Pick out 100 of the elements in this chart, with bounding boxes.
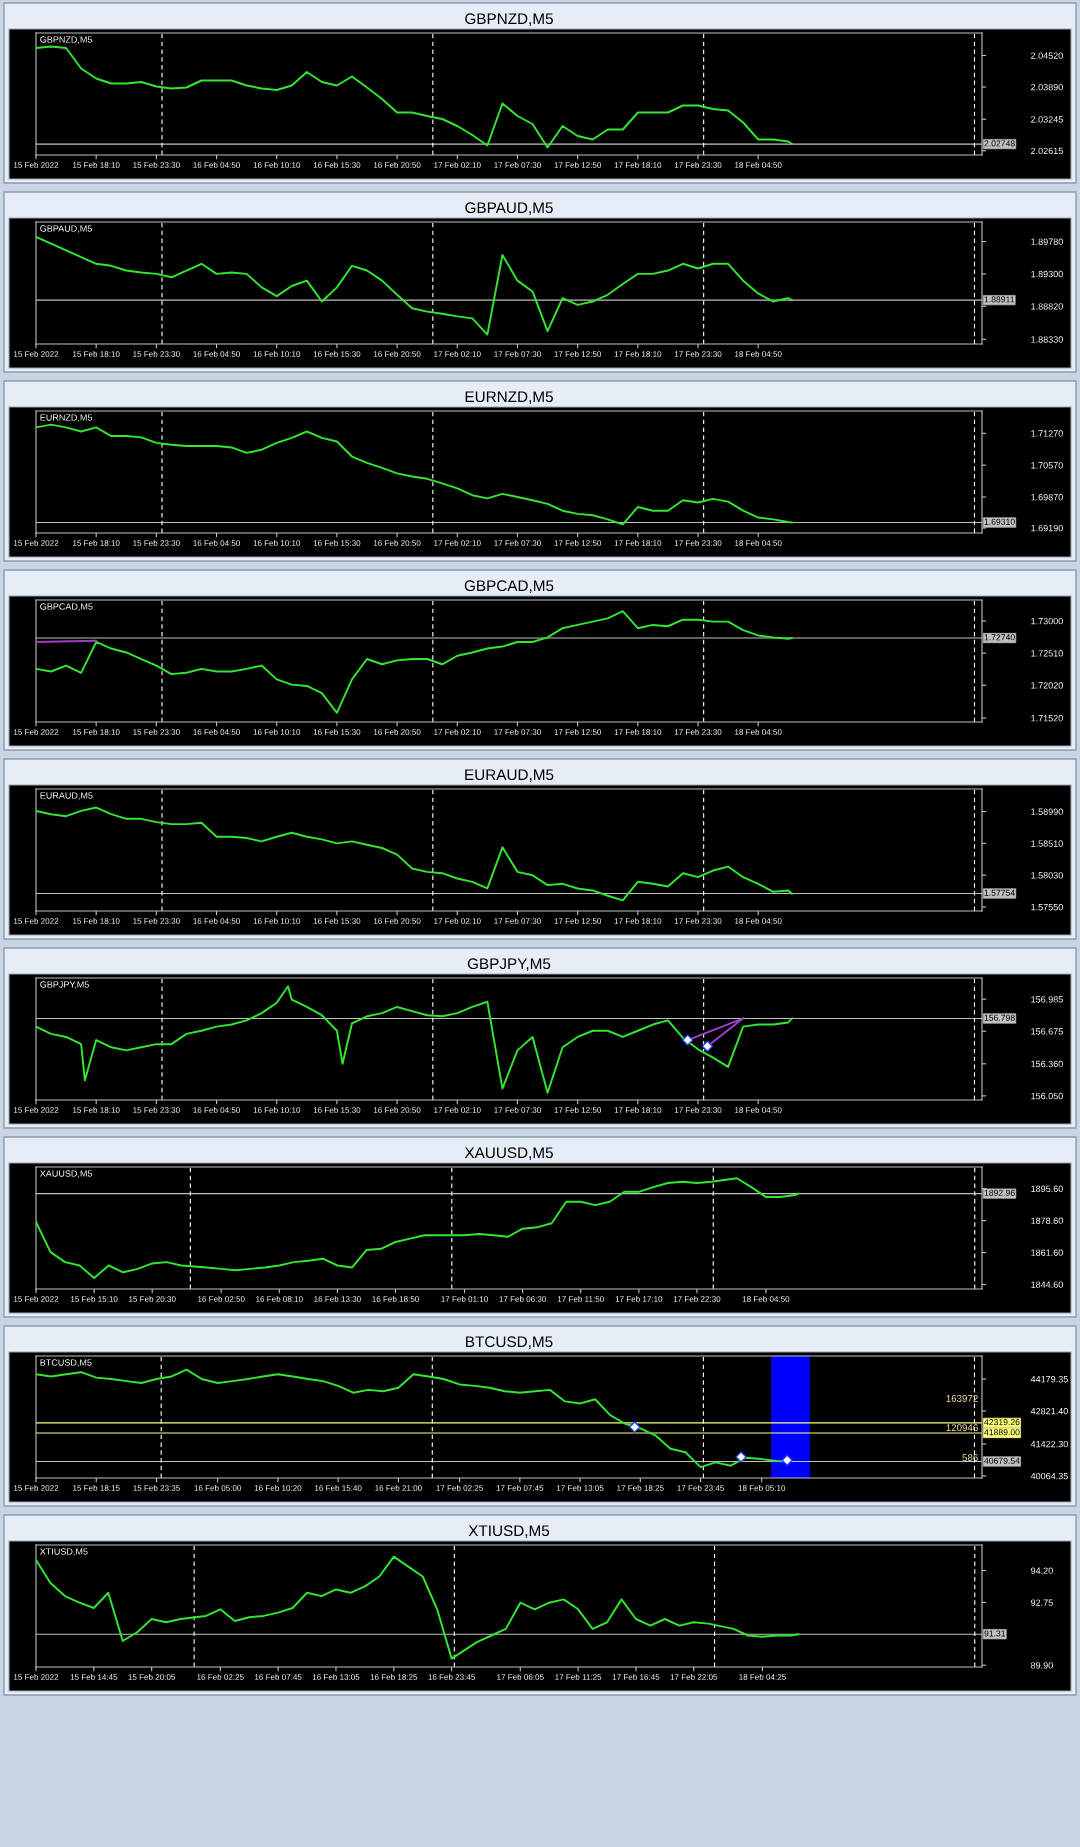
- x-tick-label: 16 Feb 04:50: [193, 728, 240, 735]
- y-tick-label: 156.360: [1031, 1060, 1063, 1068]
- x-tick-label: 18 Feb 04:25: [739, 1673, 786, 1680]
- x-tick-label: 17 Feb 06:30: [499, 1295, 547, 1302]
- x-tick-label: 16 Feb 20:50: [373, 917, 421, 924]
- y-tick-label: 1.58990: [1031, 808, 1063, 815]
- y-tick-label: 1.57550: [1031, 903, 1063, 911]
- annotation: XTIUSD,M5: [39, 1548, 88, 1556]
- x-tick-label: 17 Feb 02:10: [434, 161, 481, 168]
- x-tick-label: 15 Feb 18:10: [73, 728, 120, 735]
- y-tick-label: 156.050: [1031, 1092, 1063, 1100]
- x-tick-label: 18 Feb 04:50: [742, 1295, 790, 1302]
- y-tick-label: 1.71270: [1031, 430, 1063, 437]
- x-tick-label: 15 Feb 2022: [14, 161, 59, 168]
- x-tick-label: 17 Feb 23:30: [674, 1106, 722, 1113]
- x-tick-label: 15 Feb 23:30: [133, 161, 180, 168]
- x-tick-label: 16 Feb 10:10: [253, 728, 301, 735]
- x-tick-label: 15 Feb 18:15: [73, 1484, 120, 1491]
- y-tick-label: 1.69190: [1031, 524, 1063, 532]
- x-tick-label: 18 Feb 04:50: [735, 539, 782, 546]
- x-tick-label: 17 Feb 02:10: [434, 539, 481, 546]
- x-tick-label: 17 Feb 23:30: [674, 728, 722, 735]
- x-tick-label: 16 Feb 15:30: [313, 917, 361, 924]
- x-tick-label: 17 Feb 12:50: [554, 539, 602, 546]
- x-tick-label: 15 Feb 2022: [14, 1673, 59, 1680]
- y-tick-label: 89.90: [1031, 1662, 1053, 1669]
- x-tick-label: 17 Feb 07:45: [496, 1484, 544, 1491]
- x-tick-label: 17 Feb 23:30: [674, 917, 722, 924]
- x-tick-label: 16 Feb 04:50: [193, 350, 240, 357]
- x-tick-label: 16 Feb 04:50: [193, 161, 240, 168]
- x-tick-label: 17 Feb 16:45: [612, 1673, 660, 1680]
- x-tick-label: 17 Feb 07:30: [494, 161, 541, 168]
- x-tick-label: 16 Feb 10:10: [253, 1106, 301, 1113]
- x-tick-label: 17 Feb 07:30: [494, 350, 541, 357]
- x-tick-label: 17 Feb 11:50: [557, 1295, 604, 1302]
- x-tick-label: 15 Feb 2022: [14, 1106, 59, 1113]
- x-tick-label: 17 Feb 12:50: [554, 728, 602, 735]
- y-tick-label: 156.985: [1031, 996, 1063, 1003]
- x-tick-label: 17 Feb 12:50: [554, 350, 602, 357]
- x-tick-label: 16 Feb 04:50: [193, 1106, 240, 1113]
- x-tick-label: 15 Feb 23:30: [133, 539, 180, 546]
- x-tick-label: 18 Feb 04:50: [735, 728, 782, 735]
- ref-line-label: 1892.96: [984, 1189, 1015, 1196]
- x-tick-label: 15 Feb 20:30: [129, 1295, 176, 1302]
- annotation: GBPNZD,M5: [40, 36, 93, 44]
- x-tick-label: 16 Feb 13:05: [312, 1673, 360, 1680]
- x-tick-label: 17 Feb 07:30: [494, 728, 541, 735]
- x-tick-label: 15 Feb 2022: [14, 917, 59, 924]
- y-tick-label: 1.89780: [1031, 238, 1063, 245]
- y-tick-label: 94.20: [1031, 1567, 1053, 1574]
- y-tick-label: 1.70570: [1031, 462, 1063, 469]
- x-tick-label: 16 Feb 10:10: [253, 917, 301, 924]
- y-tick-label: 1.72020: [1031, 682, 1063, 689]
- x-tick-label: 16 Feb 02:25: [197, 1673, 244, 1680]
- y-tick-label: 2.02615: [1031, 147, 1063, 155]
- annotation: 586: [962, 1454, 978, 1461]
- x-tick-label: 16 Feb 23:45: [428, 1673, 476, 1680]
- x-tick-label: 17 Feb 22:05: [670, 1673, 718, 1680]
- x-tick-label: 15 Feb 23:30: [133, 350, 180, 357]
- y-tick-label: 1.71520: [1031, 715, 1063, 722]
- ref-line-label: 1.57754: [984, 889, 1015, 896]
- x-tick-label: 17 Feb 12:50: [554, 1106, 602, 1113]
- y-tick-label: 2.04520: [1031, 52, 1063, 59]
- y-tick-label: 1.88330: [1031, 336, 1063, 343]
- y-tick-label: 1.69870: [1031, 494, 1063, 501]
- x-tick-label: 18 Feb 04:50: [735, 1106, 782, 1113]
- x-tick-label: 16 Feb 05:00: [194, 1484, 242, 1491]
- y-tick-label: 1.72510: [1031, 650, 1063, 657]
- x-tick-label: 17 Feb 02:10: [434, 1106, 481, 1113]
- x-tick-label: 17 Feb 07:30: [494, 1106, 541, 1113]
- x-tick-label: 17 Feb 12:50: [554, 161, 602, 168]
- x-tick-label: 16 Feb 10:10: [253, 161, 301, 168]
- chart-title: XAUUSD,M5: [464, 1147, 553, 1160]
- x-tick-label: 17 Feb 02:25: [436, 1484, 483, 1491]
- x-tick-label: 16 Feb 15:30: [313, 350, 361, 357]
- annotation: 163972: [946, 1395, 978, 1402]
- x-tick-label: 15 Feb 23:30: [133, 1106, 180, 1113]
- ref-line-label: 1.72740: [984, 634, 1015, 641]
- y-tick-label: 41422.30: [1030, 1440, 1068, 1448]
- x-tick-label: 15 Feb 2022: [14, 539, 59, 546]
- chart-title: EURAUD,M5: [465, 769, 554, 782]
- x-tick-label: 17 Feb 23:30: [674, 539, 722, 546]
- x-tick-label: 17 Feb 02:10: [434, 917, 481, 924]
- y-tick-label: 1844.60: [1031, 1281, 1063, 1288]
- x-tick-label: 17 Feb 02:10: [434, 350, 481, 357]
- x-tick-label: 17 Feb 18:10: [614, 161, 662, 168]
- ref-line-label: 156.798: [984, 1014, 1015, 1021]
- x-tick-label: 15 Feb 15:10: [70, 1295, 118, 1302]
- y-tick-label: 1.58030: [1031, 872, 1063, 879]
- x-tick-label: 15 Feb 20:05: [128, 1673, 176, 1680]
- x-tick-label: 17 Feb 11:25: [555, 1673, 602, 1680]
- x-tick-label: 17 Feb 18:10: [614, 917, 662, 924]
- x-tick-label: 16 Feb 15:30: [313, 539, 361, 546]
- chart-title: BTCUSD,M5: [466, 1336, 553, 1349]
- x-tick-label: 16 Feb 02:50: [198, 1295, 245, 1302]
- y-tick-label: 40064.35: [1030, 1472, 1068, 1480]
- y-tick-label: 1.88820: [1031, 303, 1063, 310]
- annotation: 120946: [946, 1424, 978, 1432]
- x-tick-label: 18 Feb 04:50: [735, 161, 782, 168]
- annotation: XAUUSD,M5: [39, 1170, 93, 1178]
